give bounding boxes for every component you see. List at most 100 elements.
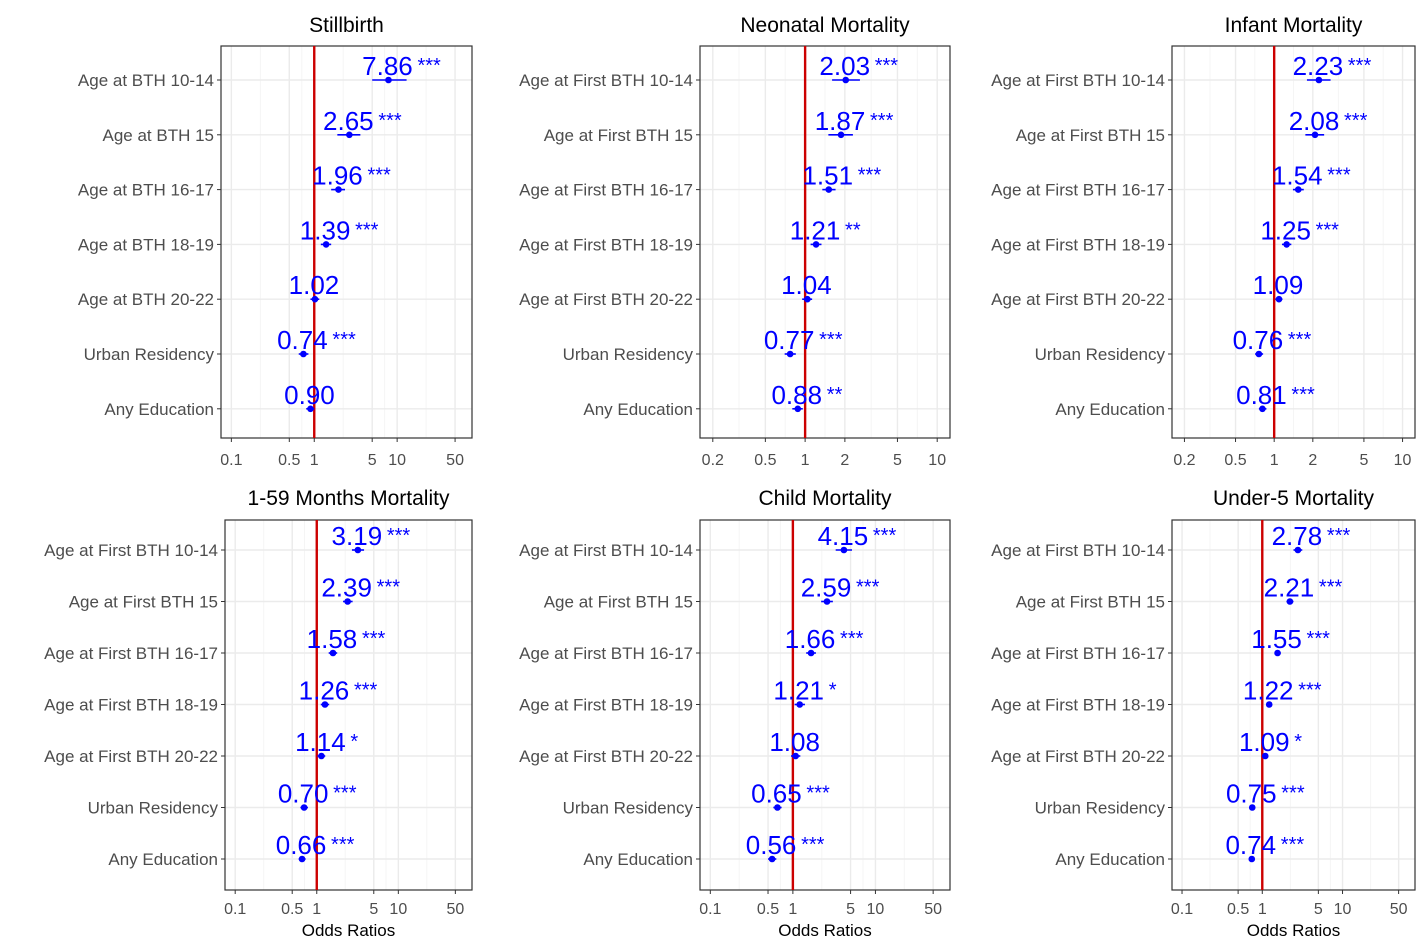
x-tick-label: 0.5	[1224, 452, 1246, 469]
odds-ratio-point	[807, 649, 815, 657]
x-tick-label: 0.1	[224, 901, 246, 918]
significance-stars: ***	[1307, 628, 1331, 650]
odds-ratio-point	[385, 76, 392, 84]
category-label: Age at First BTH 20-22	[519, 747, 693, 766]
odds-ratio-point	[774, 804, 781, 811]
odds-ratio-point	[1294, 186, 1302, 193]
x-tick-label: 5	[893, 452, 902, 469]
significance-stars: ***	[1348, 55, 1372, 77]
odds-ratio-point	[825, 186, 833, 193]
odds-ratio-label: 0.74	[1225, 830, 1276, 860]
odds-ratio-label: 2.65	[323, 106, 374, 136]
odds-ratio-label: 0.77	[764, 325, 815, 355]
odds-ratio-point	[840, 546, 848, 554]
odds-ratio-point	[1255, 350, 1263, 358]
odds-ratio-point	[346, 131, 353, 139]
category-label: Age at First BTH 10-14	[44, 541, 218, 560]
category-label: Age at First BTH 20-22	[991, 747, 1165, 766]
x-tick-label: 5	[368, 452, 377, 469]
x-tick-label: 50	[1390, 901, 1408, 918]
category-label: Age at First BTH 10-14	[519, 71, 693, 90]
odds-ratio-point	[792, 752, 799, 760]
significance-stars: ***	[354, 680, 378, 702]
category-label: Age at First BTH 15	[1016, 593, 1165, 612]
x-axis-title: Odds Ratios	[1247, 921, 1341, 939]
category-label: Age at BTH 18-19	[78, 235, 214, 254]
odds-ratio-label: 0.74	[277, 325, 328, 355]
significance-stars: ***	[377, 577, 401, 599]
odds-ratio-label: 0.81	[1236, 380, 1287, 410]
significance-stars: *	[829, 680, 837, 702]
category-label: Any Education	[1055, 850, 1165, 869]
odds-ratio-label: 1.26	[299, 676, 350, 706]
x-tick-label: 1	[788, 901, 797, 918]
odds-ratio-point	[318, 752, 325, 760]
significance-stars: ***	[1327, 165, 1351, 187]
significance-stars: ***	[1281, 834, 1305, 856]
significance-stars: ***	[362, 628, 386, 650]
odds-ratio-point	[794, 405, 802, 413]
odds-ratio-label: 1.21	[773, 676, 824, 706]
category-label: Age at First BTH 15	[544, 126, 693, 145]
panel-title: Under-5 Mortality	[1213, 487, 1375, 510]
category-label: Urban Residency	[563, 345, 694, 364]
x-tick-label: 5	[1359, 452, 1368, 469]
odds-ratio-label: 2.21	[1264, 573, 1315, 603]
category-label: Any Education	[108, 850, 218, 869]
odds-ratio-point	[321, 701, 329, 708]
odds-ratio-point	[1248, 804, 1256, 811]
x-tick-label: 2	[1308, 452, 1317, 469]
odds-ratio-point	[344, 598, 351, 605]
odds-ratio-point	[1311, 131, 1319, 139]
category-label: Age at First BTH 15	[544, 593, 693, 612]
x-tick-label: 1	[1270, 452, 1279, 469]
significance-stars: **	[845, 219, 861, 241]
category-label: Any Education	[104, 400, 214, 419]
category-label: Urban Residency	[84, 345, 215, 364]
odds-ratio-label: 1.51	[802, 161, 853, 191]
odds-ratio-point	[300, 350, 307, 358]
odds-ratio-point	[1259, 405, 1266, 413]
odds-ratio-label: 0.56	[746, 830, 797, 860]
odds-ratio-point	[1283, 241, 1290, 248]
category-label: Age at First BTH 18-19	[44, 696, 218, 715]
odds-ratio-label: 1.22	[1243, 676, 1294, 706]
odds-ratio-label: 1.25	[1260, 215, 1311, 245]
significance-stars: ***	[355, 219, 379, 241]
x-tick-label: 0.1	[699, 901, 721, 918]
significance-stars: ***	[1281, 783, 1305, 805]
category-label: Urban Residency	[563, 799, 694, 818]
panel-title: Stillbirth	[309, 14, 384, 37]
x-tick-label: 1	[312, 901, 321, 918]
odds-ratio-label: 1.09	[1253, 270, 1304, 300]
odds-ratio-label: 0.70	[278, 779, 329, 809]
odds-ratio-point	[1265, 701, 1273, 708]
category-label: Age at First BTH 10-14	[519, 541, 693, 560]
x-tick-label: 10	[867, 901, 885, 918]
significance-stars: ***	[1319, 577, 1343, 599]
odds-ratio-point	[300, 804, 308, 811]
significance-stars: ***	[856, 577, 880, 599]
significance-stars: ***	[801, 834, 825, 856]
odds-ratio-label: 1.02	[289, 270, 340, 300]
category-label: Urban Residency	[1035, 799, 1166, 818]
odds-ratio-label: 1.08	[769, 727, 820, 757]
x-tick-label: 0.5	[281, 901, 303, 918]
odds-ratio-point	[823, 598, 831, 605]
category-label: Urban Residency	[88, 799, 219, 818]
odds-ratio-label: 2.59	[801, 573, 852, 603]
x-tick-label: 5	[369, 901, 378, 918]
odds-ratio-label: 1.87	[815, 106, 866, 136]
odds-ratio-label: 2.39	[321, 573, 372, 603]
category-label: Age at First BTH 16-17	[991, 181, 1165, 200]
odds-ratio-point	[812, 241, 820, 248]
x-tick-label: 50	[446, 901, 464, 918]
category-label: Urban Residency	[1035, 345, 1166, 364]
category-label: Age at First BTH 16-17	[519, 644, 693, 663]
odds-ratio-label: 2.23	[1293, 51, 1344, 81]
x-tick-label: 0.5	[757, 901, 779, 918]
odds-ratio-label: 1.14	[295, 727, 346, 757]
x-tick-label: 1	[801, 452, 810, 469]
x-tick-label: 0.2	[702, 452, 724, 469]
